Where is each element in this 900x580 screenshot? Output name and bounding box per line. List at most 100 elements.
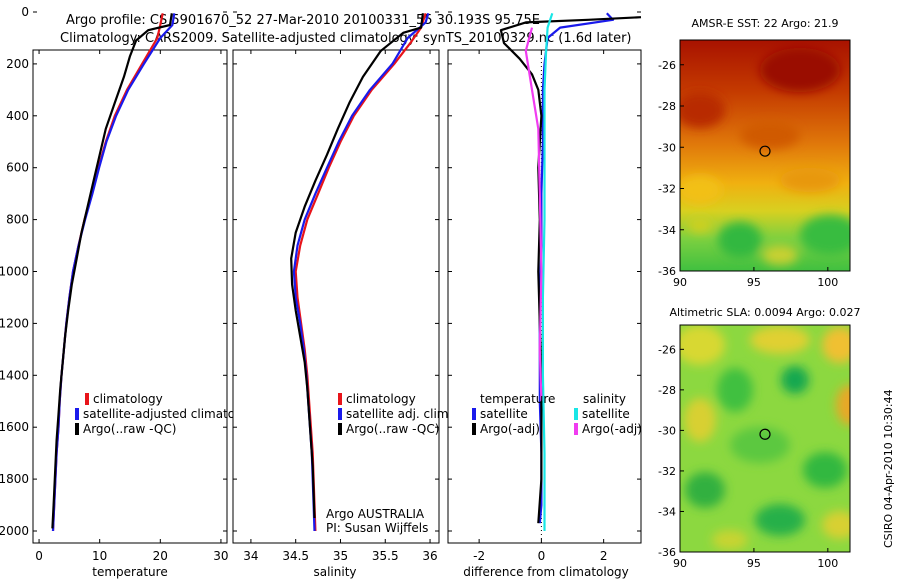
x-tick-label: 35.5 <box>372 549 399 563</box>
difference-series <box>499 12 642 531</box>
x-tick-label: 0 <box>35 549 43 563</box>
legend-swatch-satellite <box>338 408 342 420</box>
temperature-xlabel: temperature <box>92 565 167 579</box>
map-y-tick-label: -28 <box>658 100 676 113</box>
sst-map-panel: AMSR-E SST: 22 Argo: 21.9 90 95 100 -26 -28 -… <box>658 17 851 289</box>
map-y-tick-label: -28 <box>658 384 676 397</box>
argo-location-marker <box>759 145 771 157</box>
y-tick-label: 1000 <box>0 265 29 279</box>
footer-stamp: CSIRO 04-Apr-2010 10:30:44 <box>882 389 895 548</box>
y-tick-label: 600 <box>6 161 29 175</box>
salinity-xlabel: salinity <box>313 565 356 579</box>
sst-map-frame <box>679 39 851 272</box>
map-x-tick-label: 100 <box>817 276 838 289</box>
x-tick-label: 30 <box>213 549 228 563</box>
x-tick-label: 35 <box>333 549 348 563</box>
sla-heatmap <box>680 325 850 552</box>
map-y-tick-label: -30 <box>658 141 676 154</box>
series-line-argo <box>290 13 424 519</box>
sla-argo-location <box>759 428 771 440</box>
sla-map-ticks: 90 95 100 -26 -28 -30 -32 -34 -36 <box>658 343 838 570</box>
x-tick-label: -2 <box>473 549 485 563</box>
map-x-tick-label: 95 <box>747 557 761 570</box>
map-y-tick-label: -36 <box>658 265 676 278</box>
y-tick-label: 200 <box>6 57 29 71</box>
temperature-panel: 0 200 400 600 800 1000 1200 1400 1600 1800 2000 0 1… <box>0 5 261 579</box>
temperature-series <box>51 13 176 532</box>
difference-panel: -2 0 2 difference from climatology tempera… <box>447 11 642 579</box>
map-y-tick-label: -26 <box>658 59 676 72</box>
temperature-axes-frame <box>32 49 228 544</box>
sst-map-ticks: 90 95 100 -26 -28 -30 -32 -34 -36 <box>658 59 838 289</box>
x-tick-label: 36 <box>422 549 437 563</box>
sst-map-title: AMSR-E SST: 22 Argo: 21.9 <box>691 17 838 30</box>
salinity-x-ticks: 34 34.5 35 35.5 36 <box>243 50 438 563</box>
difference-legend: temperature salinity satellite Argo(-adj… <box>472 392 642 436</box>
series-line-argo <box>51 13 173 529</box>
legend-swatch-climatology <box>338 393 342 405</box>
x-tick-label: 34 <box>243 549 258 563</box>
salinity-series <box>290 12 430 532</box>
legend-swatch-sal-satellite <box>574 408 578 420</box>
map-y-tick-label: -26 <box>658 343 676 356</box>
map-y-tick-label: -34 <box>658 224 676 237</box>
header-line1: Argo profile: CS 5901670_52 27-Mar-2010 … <box>66 13 540 28</box>
legend-swatch-argo <box>338 423 342 435</box>
legend-swatch-temp-argo <box>472 423 476 435</box>
sla-map-panel: Altimetric SLA: 0.0094 Argo: 0.027 90 95 1… <box>658 306 860 570</box>
legend-satellite: satellite adj. clim. <box>346 407 452 421</box>
salinity-legend: climatology satellite adj. clim. Argo(..… <box>338 392 452 436</box>
difference-xlabel: difference from climatology <box>463 565 629 579</box>
legend-swatch-sal-argo <box>574 423 578 435</box>
x-tick-label: 2 <box>600 549 608 563</box>
y-tick-label: 1800 <box>0 472 29 486</box>
legend-temp-argo: Argo(-adj) <box>480 422 540 436</box>
map-y-tick-label: -30 <box>658 424 676 437</box>
legend-swatch-climatology <box>85 393 89 405</box>
legend-title-temperature: temperature <box>480 392 555 406</box>
map-y-tick-label: -32 <box>658 465 676 478</box>
map-y-tick-label: -34 <box>658 505 676 518</box>
map-x-tick-label: 95 <box>747 276 761 289</box>
legend-title-salinity: salinity <box>583 392 626 406</box>
annotation-pi: PI: Susan Wijffels <box>326 521 428 535</box>
sst-heatmap <box>680 40 850 271</box>
salinity-panel: 34 34.5 35 35.5 36 salinity climatology sate… <box>232 11 452 579</box>
temperature-x-ticks: 0 10 20 30 <box>35 50 229 563</box>
series-line-sal-satellite <box>541 12 554 531</box>
header-line2: Climatology: CARS2009. Satellite-adjuste… <box>60 31 632 46</box>
legend-satellite: satellite-adjusted climatology <box>83 407 261 421</box>
map-x-tick-label: 90 <box>673 557 687 570</box>
sst-argo-location <box>759 145 771 157</box>
y-tick-label: 2000 <box>0 524 29 538</box>
sla-map-frame <box>679 324 851 553</box>
y-tick-label: 800 <box>6 213 29 227</box>
sla-texture <box>680 325 850 550</box>
salinity-axes-frame <box>232 49 440 544</box>
legend-climatology: climatology <box>346 392 416 406</box>
sla-map-title: Altimetric SLA: 0.0094 Argo: 0.027 <box>669 306 860 319</box>
x-tick-label: 10 <box>92 549 107 563</box>
legend-swatch-satellite <box>75 408 79 420</box>
y-tick-label: 1200 <box>0 316 29 330</box>
map-x-tick-label: 100 <box>817 557 838 570</box>
x-tick-label: 0 <box>538 549 546 563</box>
y-tick-label: 1600 <box>0 420 29 434</box>
series-line-sal-argo <box>524 27 543 402</box>
depth-ticks: 0 200 400 600 800 1000 1200 1400 1600 1800 2000 <box>0 5 29 538</box>
legend-climatology: climatology <box>93 392 163 406</box>
legend-swatch-argo <box>75 423 79 435</box>
legend-argo: Argo(..raw -QC) <box>346 422 439 436</box>
annotation-argo-australia: Argo AUSTRALIA <box>326 507 425 521</box>
legend-swatch-temp-satellite <box>472 408 476 420</box>
map-y-tick-label: -36 <box>658 546 676 559</box>
y-tick-label: 1400 <box>0 368 29 382</box>
x-tick-label: 34.5 <box>282 549 309 563</box>
argo-location-marker <box>759 428 771 440</box>
legend-sal-satellite: satellite <box>582 407 630 421</box>
y-tick-label: 400 <box>6 109 29 123</box>
legend-temp-satellite: satellite <box>480 407 528 421</box>
map-x-tick-label: 90 <box>673 276 687 289</box>
legend-sal-argo: Argo(-adj) <box>582 422 642 436</box>
